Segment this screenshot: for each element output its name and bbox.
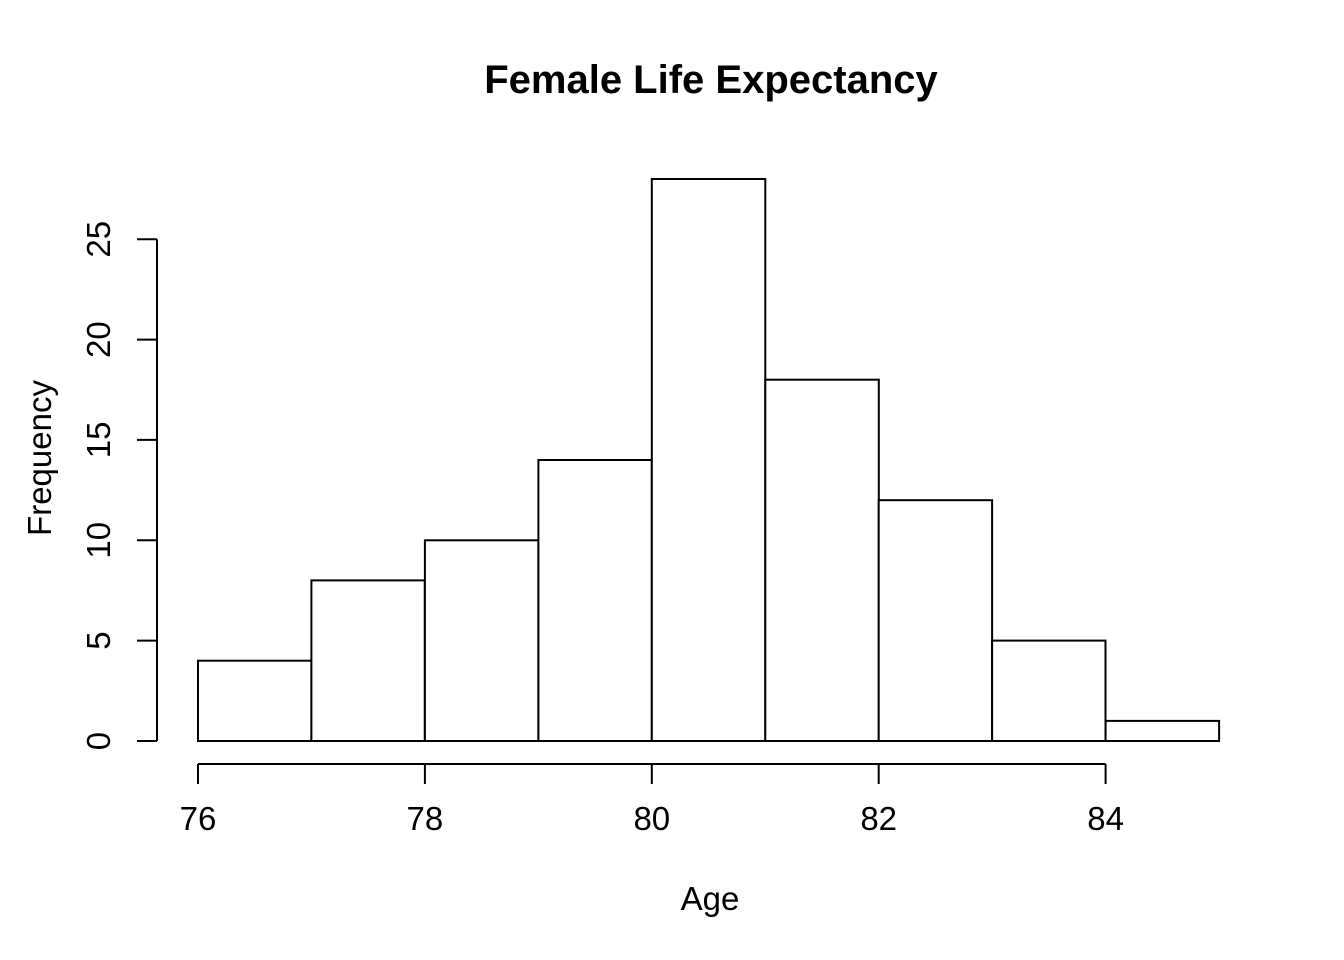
- y-axis-tick-label: 5: [80, 631, 117, 649]
- y-axis-tick-label: 20: [80, 321, 117, 358]
- x-axis-tick-label: 78: [407, 800, 444, 837]
- histogram-bar: [310, 579, 426, 743]
- histogram-bar: [1104, 719, 1221, 743]
- histogram-bars-group: [197, 178, 1221, 743]
- x-axis: 76 78 80 82 84: [180, 763, 1124, 837]
- y-axis-tick-label: 0: [80, 732, 117, 750]
- x-axis-tick-label: 84: [1087, 800, 1124, 837]
- x-axis-label: Age: [681, 880, 740, 917]
- histogram-bar: [650, 178, 767, 742]
- x-axis-tick-label: 76: [180, 800, 217, 837]
- x-axis-tick-label: 80: [633, 800, 670, 837]
- histogram-bar: [423, 539, 540, 742]
- y-axis-tick-label: 25: [80, 221, 117, 258]
- y-axis: 0 5 10 15 20 25: [80, 221, 158, 750]
- y-axis-tick-label: 10: [80, 522, 117, 559]
- x-axis-tick-label: 82: [860, 800, 897, 837]
- histogram-bar: [537, 459, 653, 742]
- chart-title: Female Life Expectancy: [484, 58, 938, 102]
- histogram-bar: [764, 378, 880, 742]
- histogram-bar: [991, 639, 1107, 742]
- y-axis-label: Frequency: [21, 380, 58, 536]
- histogram-bar: [197, 659, 313, 743]
- histogram-bar: [877, 499, 994, 743]
- y-axis-tick-label: 15: [80, 422, 117, 459]
